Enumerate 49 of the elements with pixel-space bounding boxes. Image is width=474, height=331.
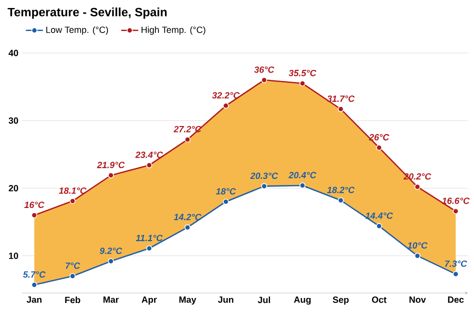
y-tick-label: 30: [8, 117, 18, 124]
legend-label: High Temp. (°C): [142, 26, 206, 35]
data-label: 14.4°C: [365, 212, 394, 219]
x-tick-label: May: [179, 296, 196, 305]
point: [338, 106, 344, 112]
point: [299, 182, 306, 188]
data-label: 14.2°C: [174, 214, 202, 220]
x-tick-label: Jan: [26, 296, 42, 303]
data-label: 18.1°C: [58, 187, 86, 194]
data-label: 18°C: [216, 188, 236, 195]
point: [146, 245, 152, 252]
x-tick-label: Dec: [448, 296, 464, 303]
y-tick-label: 10: [9, 252, 18, 259]
data-label: 11.1°C: [136, 234, 163, 242]
point: [376, 144, 382, 151]
x-tick-label: Oct: [372, 296, 386, 303]
point: [184, 224, 191, 230]
data-label: 21.9°C: [96, 162, 125, 168]
x-tick-label: Nov: [410, 296, 426, 303]
point: [338, 197, 344, 204]
data-label: 9.2°C: [100, 248, 122, 254]
point: [414, 184, 420, 190]
y-tick-label: 20: [8, 185, 18, 192]
legend-label: Low Temp. (°C): [46, 26, 108, 35]
data-label: 5.7°C: [23, 271, 46, 278]
point: [70, 198, 76, 204]
data-label: 10°C: [408, 242, 428, 249]
x-tick-label: Jul: [258, 296, 270, 304]
x-tick-label: Mar: [103, 296, 119, 303]
point: [261, 77, 268, 84]
data-label: 31.7°C: [327, 96, 355, 102]
chart-title: Temperature - Seville, Spain: [8, 8, 167, 19]
x-tick-label: Aug: [294, 296, 311, 305]
x-tick-label: Jun: [218, 296, 234, 303]
point: [184, 136, 191, 143]
x-tick-label: Sep: [332, 296, 349, 305]
data-label: 35.5°C: [288, 70, 316, 76]
data-label: 7°C: [66, 262, 80, 269]
y-tick-label: 40: [8, 50, 18, 56]
x-tick-label: Feb: [65, 296, 80, 304]
data-label: 20.3°C: [250, 172, 278, 179]
data-label: 36°C: [254, 66, 274, 73]
x-tick-label: Apr: [142, 296, 157, 305]
data-label: 23.4°C: [135, 152, 164, 158]
data-label: 16.6°C: [442, 198, 470, 204]
data-label: 16°C: [24, 202, 44, 208]
data-label: 20.4°C: [288, 172, 316, 178]
data-label: 18.2°C: [327, 186, 355, 194]
data-label: 32.2°C: [212, 92, 240, 99]
